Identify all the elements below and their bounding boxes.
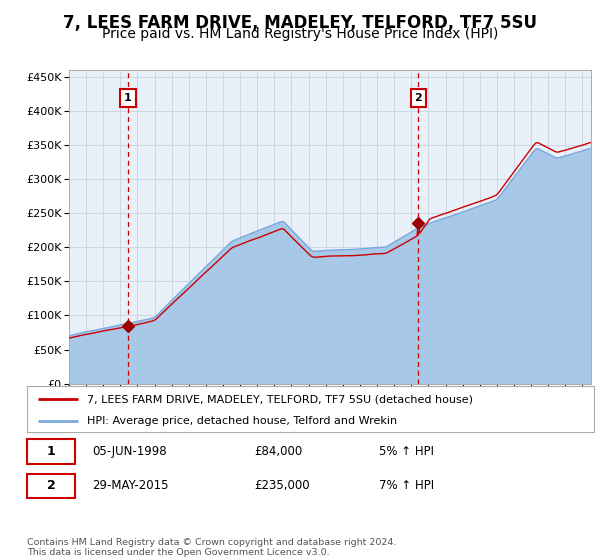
Text: 2: 2	[415, 93, 422, 103]
Text: 1: 1	[47, 445, 56, 458]
Text: 7, LEES FARM DRIVE, MADELEY, TELFORD, TF7 5SU (detached house): 7, LEES FARM DRIVE, MADELEY, TELFORD, TF…	[86, 394, 473, 404]
Text: £84,000: £84,000	[254, 445, 302, 458]
Text: 5% ↑ HPI: 5% ↑ HPI	[379, 445, 434, 458]
Text: 2: 2	[47, 479, 56, 492]
Text: Contains HM Land Registry data © Crown copyright and database right 2024.
This d: Contains HM Land Registry data © Crown c…	[27, 538, 397, 557]
Text: 29-MAY-2015: 29-MAY-2015	[92, 479, 169, 492]
Text: 7, LEES FARM DRIVE, MADELEY, TELFORD, TF7 5SU: 7, LEES FARM DRIVE, MADELEY, TELFORD, TF…	[63, 14, 537, 32]
Text: £235,000: £235,000	[254, 479, 310, 492]
Text: 1: 1	[124, 93, 132, 103]
Text: 7% ↑ HPI: 7% ↑ HPI	[379, 479, 434, 492]
FancyBboxPatch shape	[27, 474, 75, 498]
Text: HPI: Average price, detached house, Telford and Wrekin: HPI: Average price, detached house, Telf…	[86, 416, 397, 426]
Text: Price paid vs. HM Land Registry's House Price Index (HPI): Price paid vs. HM Land Registry's House …	[102, 27, 498, 41]
FancyBboxPatch shape	[27, 440, 75, 464]
Text: 05-JUN-1998: 05-JUN-1998	[92, 445, 167, 458]
